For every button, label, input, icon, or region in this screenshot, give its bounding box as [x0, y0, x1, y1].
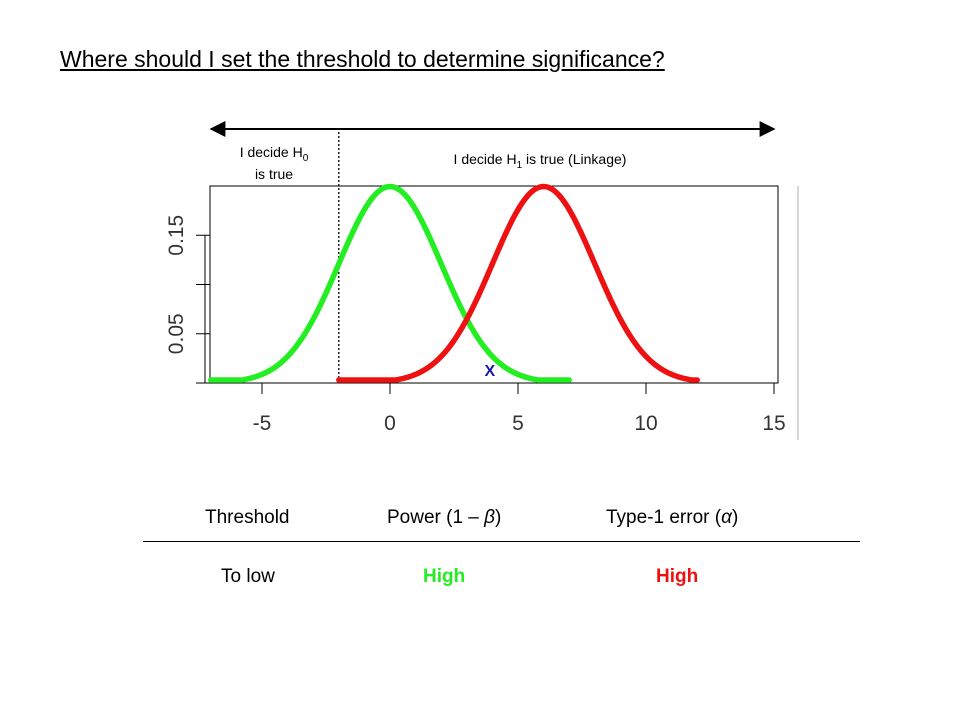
slide-title: Where should I set the threshold to dete… — [60, 46, 665, 72]
y-tick-label: 0.15 — [165, 215, 188, 256]
null-distribution-curve — [208, 183, 572, 383]
alternative-distribution-curve — [336, 183, 700, 383]
cell-power: High — [423, 566, 466, 587]
header-type1-error: Type-1 error (α) — [606, 507, 739, 528]
cell-type1: High — [656, 566, 699, 587]
x-axis: -5 0 5 10 15 — [253, 382, 786, 435]
y-tick-label: 0.05 — [165, 313, 188, 354]
region-right-label: I decide H1 is true (Linkage) — [454, 151, 627, 171]
region-left-label-line1: I decide H0 — [240, 144, 309, 164]
x-tick-label: 5 — [512, 412, 524, 435]
header-threshold: Threshold — [205, 507, 290, 528]
plot-frame — [209, 185, 779, 384]
cell-threshold: To low — [221, 566, 275, 587]
x-tick-label: 15 — [762, 412, 785, 435]
overlap-marker: X — [485, 363, 496, 380]
x-tick-label: -5 — [253, 412, 272, 435]
density-curves — [208, 183, 700, 383]
x-tick-label: 10 — [634, 412, 657, 435]
table-divider — [143, 541, 860, 542]
region-left-label-line2: is true — [255, 166, 293, 182]
x-tick-label: 0 — [384, 412, 396, 435]
header-power: Power (1 – β) — [387, 507, 502, 528]
y-axis: 0.05 0.15 — [165, 215, 210, 384]
